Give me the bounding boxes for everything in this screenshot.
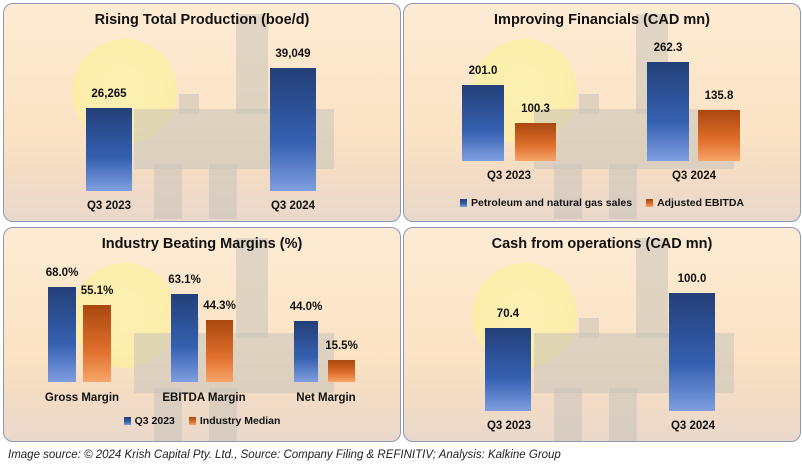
data-label: 100.0 <box>677 273 707 285</box>
legend-label: Adjusted EBITDA <box>657 197 744 209</box>
legend-swatch-icon <box>123 417 131 426</box>
category-label: Q3 2023 <box>86 200 132 212</box>
data-label: 44.3% <box>203 300 236 313</box>
data-label: 26,265 <box>91 88 127 101</box>
bar-petroleum-and-natural-gas-sales-1 <box>647 62 689 161</box>
oil-rig-silhouette <box>609 388 637 441</box>
bar-industry-median-1 <box>206 320 233 382</box>
legend-swatch-icon <box>460 199 467 208</box>
category-label: Gross Margin <box>44 392 120 404</box>
oil-rig-silhouette <box>179 94 199 114</box>
chart-title: Rising Total Production (boe/d) <box>94 12 310 28</box>
oil-rig-silhouette <box>636 238 668 338</box>
bar-cash-from-operations-1 <box>669 293 715 411</box>
data-label: 262.3 <box>653 42 683 54</box>
category-label: Q3 2024 <box>671 170 717 182</box>
oil-rig-silhouette <box>579 94 599 114</box>
legend-swatch-icon <box>188 417 196 426</box>
oil-rig-silhouette <box>154 164 182 219</box>
chart-legend: Petroleum and natural gas sales Adjusted … <box>404 197 800 209</box>
bar-cash-from-operations-0 <box>485 327 531 411</box>
bar-total-production-1 <box>270 68 316 191</box>
bar-petroleum-and-natural-gas-sales-0 <box>462 85 504 161</box>
legend-label: Q3 2023 <box>134 415 175 427</box>
oil-rig-silhouette <box>554 388 582 441</box>
category-label: Net Margin <box>296 392 356 404</box>
bar-q3-2023-1 <box>171 293 198 382</box>
bar-industry-median-2 <box>328 360 355 382</box>
data-label: 135.8 <box>704 89 734 102</box>
chart-legend: Q3 2023 Industry Median <box>4 415 400 427</box>
image-source-caption: Image source: © 2024 Krish Capital Pty. … <box>8 449 561 461</box>
chart-title: Improving Financials (CAD mn) <box>494 12 710 28</box>
data-label: 100.3 <box>521 103 550 116</box>
chart-title: Industry Beating Margins (%) <box>101 236 303 252</box>
data-label: 63.1% <box>168 273 201 286</box>
oil-rig-silhouette <box>209 164 237 219</box>
category-label: Q3 2024 <box>270 200 316 212</box>
bar-industry-median-0 <box>83 305 111 382</box>
bar-adjusted-ebitda-0 <box>515 123 556 161</box>
data-label: 201.0 <box>468 65 498 78</box>
chart-panel-financials: Improving Financials (CAD mn) 201.0 100.3 Q… <box>403 3 801 222</box>
bar-q3-2023-2 <box>294 320 318 382</box>
legend-item: Q3 2023 <box>123 415 175 427</box>
data-label: 39,049 <box>275 48 311 60</box>
oil-rig-silhouette <box>579 318 599 338</box>
category-label: Q3 2023 <box>486 420 532 432</box>
category-label: Q3 2024 <box>670 420 716 432</box>
chart-panel-production: Rising Total Production (boe/d) 26,265 Q3 … <box>3 3 401 222</box>
legend-swatch-icon <box>646 199 654 208</box>
legend-item: Industry Median <box>188 415 281 427</box>
oil-rig-silhouette <box>609 164 637 219</box>
chart-panel-cash-ops: Cash from operations (CAD mn) 70.4 Q3 2023… <box>403 227 801 442</box>
data-label: 70.4 <box>496 307 520 320</box>
oil-rig-silhouette <box>236 238 268 338</box>
chart-title: Cash from operations (CAD mn) <box>491 236 713 252</box>
oil-rig-silhouette <box>209 388 237 441</box>
bar-q3-2023-0 <box>48 287 76 382</box>
oil-rig-silhouette <box>554 164 582 219</box>
legend-item: Adjusted EBITDA <box>646 197 744 209</box>
legend-label: Petroleum and natural gas sales <box>471 197 633 209</box>
category-label: Q3 2023 <box>486 170 532 182</box>
data-label: 55.1% <box>80 285 114 298</box>
bar-total-production-0 <box>86 108 132 191</box>
data-label: 68.0% <box>45 267 79 279</box>
oil-rig-silhouette <box>236 14 268 114</box>
chart-panel-margins: Industry Beating Margins (%) 68.0% 55.1% Gr… <box>3 227 401 442</box>
bar-adjusted-ebitda-1 <box>698 109 740 161</box>
legend-item: Petroleum and natural gas sales <box>460 197 632 209</box>
data-label: 44.0% <box>289 300 323 313</box>
oil-rig-silhouette <box>154 388 182 441</box>
category-label: EBITDA Margin <box>162 392 246 404</box>
legend-label: Industry Median <box>199 415 281 427</box>
data-label: 15.5% <box>325 340 358 353</box>
